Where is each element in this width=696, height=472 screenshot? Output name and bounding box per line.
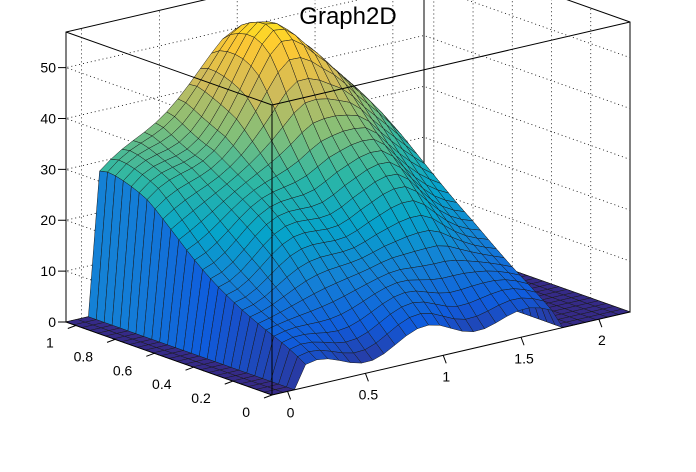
x-tick-mark [598, 319, 603, 328]
y-tick-label: 0.2 [191, 390, 211, 406]
top-left-edge [65, 31, 273, 106]
z-tick-label: 10 [40, 263, 56, 279]
y-tick-mark [106, 338, 116, 343]
y-axis-ticks: 0 0.2 0.4 0.6 0.8 1 [46, 325, 273, 420]
z-tick-label: 0 [48, 314, 56, 330]
axis-box [65, 21, 631, 396]
y-tick-mark [146, 352, 155, 357]
x-tick-label: 1.5 [514, 350, 534, 366]
y-tick-label: 0.8 [74, 348, 94, 364]
y-tick-label: 1 [46, 334, 54, 350]
y-tick-mark [67, 325, 76, 329]
z-axis-ticks: 0 10 20 30 40 50 [40, 60, 66, 330]
y-tick-label: 0.4 [152, 376, 172, 392]
y-tick-mark [185, 366, 194, 371]
top-front-edge [271, 21, 631, 106]
x-tick-label: 0 [287, 404, 295, 420]
y-tick-mark [263, 394, 273, 399]
y-axis-line [65, 321, 273, 396]
x-tick-label: 2 [598, 332, 606, 348]
x-tick-label: 0.5 [359, 386, 379, 402]
chart-title: Graph2D [299, 3, 397, 30]
z-tick-label: 40 [40, 110, 56, 126]
z-tick-label: 20 [40, 212, 56, 228]
y-tick-mark [224, 380, 233, 385]
x-tick-mark [364, 373, 369, 382]
x-tick-mark [520, 337, 525, 346]
y-tick-label: 0 [242, 404, 250, 420]
z-tick-label: 50 [40, 60, 56, 76]
z-tick-label: 30 [40, 161, 56, 177]
surface-mesh [65, 21, 631, 396]
x-tick-mark [287, 391, 292, 400]
x-tick-label: 1 [442, 368, 450, 384]
x-axis-line [271, 311, 631, 396]
x-tick-mark [442, 355, 447, 364]
y-tick-label: 0.6 [113, 362, 133, 378]
x-axis-ticks: 0 0.5 1 1.5 2 [287, 319, 606, 420]
